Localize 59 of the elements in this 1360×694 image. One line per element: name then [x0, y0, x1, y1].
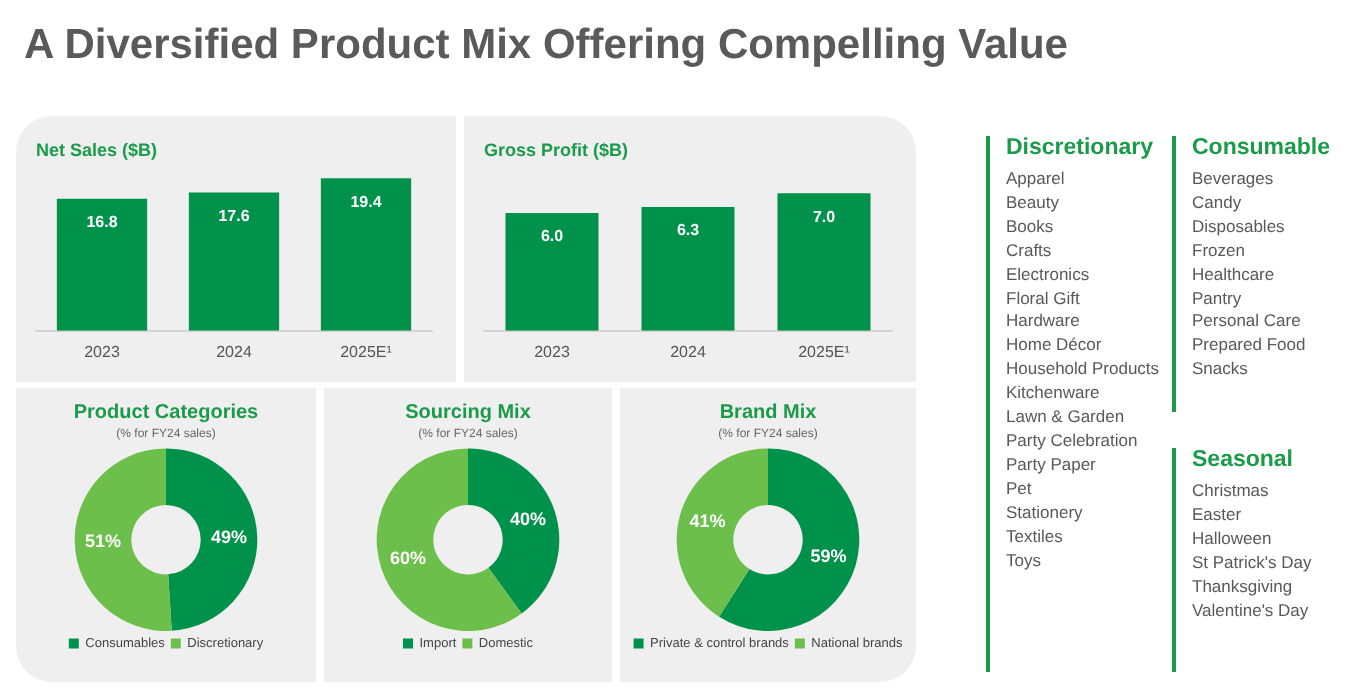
- data-label: 60%: [390, 548, 427, 569]
- text: Beverages: [1192, 168, 1276, 192]
- text: Electronics: [1006, 263, 1092, 288]
- text: Christmas: [1192, 480, 1271, 504]
- text: Snacks: [1192, 358, 1250, 383]
- text: Healthcare: [1192, 263, 1277, 288]
- text: A Diversified Product Mix Offering Compelling Value: [24, 22, 1068, 70]
- text: Stationery: [1006, 501, 1085, 526]
- x-tick-label: 2024: [670, 342, 707, 361]
- text: Crafts: [1006, 239, 1054, 264]
- text: Seasonal: [1192, 448, 1295, 472]
- chart-title: Gross Profit ($B): [484, 139, 629, 160]
- x-tick-label: 2024: [216, 342, 253, 361]
- text: Party Paper: [1006, 453, 1098, 478]
- data-label: 17.6: [218, 206, 251, 225]
- x-tick-label: 2023: [534, 342, 571, 361]
- text: Easter: [1192, 503, 1244, 528]
- x-tick-label: 2025E¹: [340, 342, 393, 361]
- x-tick-label: 2023: [84, 342, 121, 361]
- chart-title: Net Sales ($B): [36, 139, 158, 160]
- data-label: 40%: [509, 509, 546, 530]
- text: Candy: [1192, 191, 1244, 216]
- text: Beauty: [1006, 191, 1061, 216]
- data-label: 51%: [85, 530, 122, 551]
- data-label: 16.8: [86, 213, 119, 232]
- text: Party Celebration: [1006, 429, 1140, 454]
- data-label: 7.0: [812, 207, 837, 226]
- chart-title: Product Categories: [73, 401, 260, 424]
- text: Textiles: [1006, 525, 1065, 549]
- text: Halloween: [1192, 527, 1274, 552]
- data-label: 41%: [689, 511, 726, 532]
- chart-title: Brand Mix: [719, 401, 818, 424]
- data-label: 6.0: [540, 227, 565, 246]
- text: Hardware: [1006, 310, 1082, 335]
- text: Kitchenware: [1006, 382, 1102, 407]
- text: Home Décor: [1006, 334, 1104, 359]
- text: Discretionary: [1006, 136, 1156, 160]
- data-label: 19.4: [350, 192, 383, 211]
- text: Apparel: [1006, 168, 1067, 192]
- text: Disposables: [1192, 215, 1287, 240]
- text: Thanksgiving: [1192, 575, 1295, 600]
- text: Frozen: [1192, 239, 1247, 264]
- chart-title: Sourcing Mix: [405, 401, 532, 424]
- data-label: 49%: [210, 526, 247, 547]
- text: Floral Gift: [1006, 287, 1082, 311]
- text: Books: [1006, 215, 1056, 240]
- text: St Patrick's Day: [1192, 551, 1314, 576]
- text: Toys: [1006, 549, 1043, 573]
- text: Valentine's Day: [1192, 599, 1311, 623]
- text: Consumable: [1192, 136, 1333, 160]
- text: Household Products: [1006, 358, 1162, 383]
- text: Pet: [1006, 477, 1034, 502]
- data-label: 6.3: [676, 221, 701, 240]
- text: Pantry: [1192, 287, 1244, 311]
- x-tick-label: 2025E¹: [798, 342, 851, 361]
- text: Prepared Food: [1192, 334, 1308, 359]
- text: Personal Care: [1192, 310, 1303, 335]
- text: Lawn & Garden: [1006, 406, 1127, 430]
- data-label: 59%: [810, 546, 847, 567]
